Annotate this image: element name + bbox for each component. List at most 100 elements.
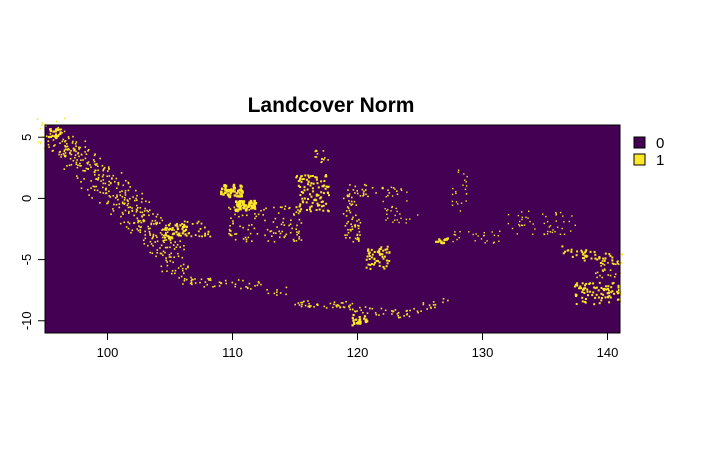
- landcover-pixel: [607, 292, 610, 294]
- landcover-pixel: [120, 172, 123, 174]
- landcover-pixel: [344, 234, 346, 236]
- landcover-pixel: [152, 233, 155, 236]
- landcover-pixel: [183, 279, 186, 282]
- landcover-pixel: [242, 238, 245, 240]
- landcover-pixel: [392, 187, 395, 189]
- landcover-pixel: [80, 165, 82, 167]
- landcover-pixel: [54, 135, 58, 138]
- landcover-pixel: [317, 194, 320, 197]
- landcover-pixel: [347, 220, 349, 223]
- landcover-pixel: [164, 233, 168, 236]
- landcover-pixel: [382, 200, 384, 203]
- landcover-pixel: [276, 291, 278, 293]
- landcover-pixel: [354, 185, 357, 188]
- landcover-pixel: [52, 130, 55, 133]
- landcover-pixel: [149, 209, 151, 211]
- landcover-pixel: [617, 286, 620, 289]
- landcover-pixel: [582, 253, 585, 256]
- landcover-pixel: [554, 231, 556, 233]
- landcover-pixel: [156, 236, 158, 239]
- landcover-pixel: [149, 232, 151, 235]
- landcover-pixel: [252, 204, 255, 207]
- landcover-pixel: [315, 176, 318, 179]
- landcover-pixel: [125, 226, 128, 228]
- landcover-pixel: [307, 305, 310, 308]
- landcover-pixel: [164, 228, 167, 231]
- landcover-pixel: [218, 281, 221, 283]
- landcover-pixel: [353, 321, 356, 324]
- landcover-pixel: [239, 207, 242, 211]
- landcover-pixel: [174, 269, 177, 272]
- landcover-pixel: [371, 187, 374, 189]
- landcover-pixel: [98, 174, 100, 176]
- landcover-pixel: [109, 181, 112, 184]
- landcover-pixel: [343, 197, 345, 200]
- landcover-pixel: [282, 221, 284, 224]
- landcover-pixel: [608, 253, 611, 256]
- landcover-pixel: [392, 310, 395, 312]
- landcover-pixel: [254, 217, 256, 220]
- landcover-pixel: [430, 307, 432, 309]
- landcover-pixel: [238, 215, 240, 218]
- landcover-pixel: [70, 153, 73, 156]
- landcover-pixel: [68, 164, 71, 167]
- landcover-pixel: [447, 299, 449, 302]
- landcover-pixel: [169, 236, 172, 239]
- landcover-pixel: [617, 263, 619, 265]
- landcover-pixel: [460, 202, 463, 204]
- landcover-pixel: [295, 228, 297, 230]
- landcover-pixel: [597, 289, 600, 292]
- landcover-pixel: [576, 250, 579, 253]
- landcover-pixel: [179, 240, 181, 242]
- landcover-pixel: [301, 197, 304, 200]
- landcover-pixel: [190, 281, 193, 284]
- landcover-pixel: [358, 237, 360, 240]
- landcover-pixel: [387, 217, 389, 219]
- landcover-pixel: [598, 256, 601, 259]
- landcover-pixel: [64, 152, 67, 154]
- landcover-pixel: [235, 233, 238, 235]
- landcover-pixel: [574, 283, 577, 286]
- landcover-pixel: [320, 196, 323, 199]
- landcover-pixel: [237, 210, 239, 213]
- landcover-pixel: [264, 234, 266, 237]
- landcover-pixel: [311, 175, 314, 177]
- landcover-pixel: [483, 232, 485, 234]
- landcover-pixel: [233, 190, 236, 193]
- landcover-pixel: [395, 207, 397, 210]
- landcover-pixel: [141, 197, 143, 200]
- landcover-pixel: [240, 205, 242, 208]
- landcover-pixel: [586, 288, 589, 291]
- landcover-pixel: [274, 217, 277, 220]
- landcover-pixel: [273, 240, 276, 243]
- landcover-pixel: [136, 199, 138, 202]
- landcover-pixel: [370, 256, 373, 259]
- landcover-pixel: [459, 231, 461, 233]
- landcover-pixel: [365, 184, 367, 187]
- landcover-pixel: [163, 236, 167, 239]
- landcover-pixel: [299, 210, 302, 213]
- landcover-pixel: [60, 128, 63, 131]
- landcover-pixel: [359, 221, 362, 224]
- landcover-pixel: [122, 213, 124, 215]
- landcover-pixel: [119, 194, 122, 196]
- landcover-pixel: [64, 145, 66, 147]
- landcover-pixel: [546, 233, 549, 235]
- landcover-pixel: [394, 214, 396, 217]
- landcover-pixel: [191, 283, 193, 286]
- landcover-pixel: [45, 135, 48, 138]
- landcover-pixel: [349, 304, 352, 306]
- landcover-pixel: [104, 192, 107, 195]
- landcover-pixel: [95, 164, 97, 166]
- landcover-pixel: [397, 316, 400, 319]
- landcover-pixel: [329, 302, 332, 305]
- landcover-pixel: [322, 204, 325, 207]
- landcover-pixel: [613, 292, 616, 295]
- landcover-pixel: [163, 239, 166, 241]
- landcover-pixel: [351, 324, 354, 327]
- landcover-pixel: [105, 192, 108, 194]
- landcover-pixel: [302, 178, 305, 180]
- landcover-pixel: [124, 194, 127, 196]
- landcover-pixel: [580, 287, 582, 290]
- landcover-pixel: [307, 198, 309, 200]
